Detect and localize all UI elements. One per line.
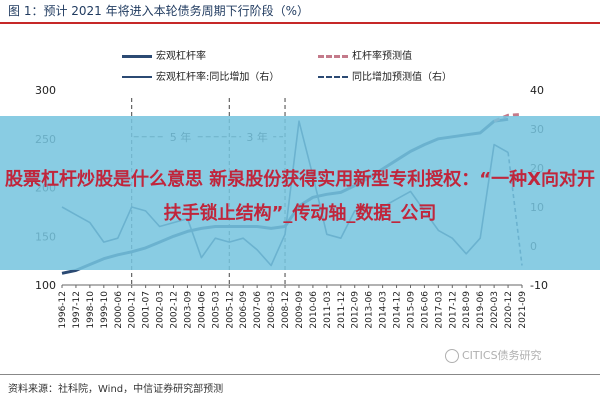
x-tick-label: 2017-03 [434,291,444,329]
bottom-rule [0,374,600,375]
x-tick-label: 2016-06 [420,291,430,329]
x-tick-label: 2011-12 [337,291,347,329]
x-tick-label: 2007-06 [253,291,263,329]
x-tick-label: 1997-12 [72,291,82,329]
x-tick-label: 2001-07 [142,291,152,329]
x-tick-label: 2006-09 [239,291,249,329]
legend-swatch-solid [122,54,152,58]
legend-item-leverage-forecast: 杠杆率预测值 [318,47,412,62]
x-tick-label: 2000-12 [128,291,138,329]
figure-title: 图 1：预计 2021 年将进入本轮债务周期下行阶段（%） [8,4,310,18]
watermark: CITICS债务研究 [445,347,542,363]
title-rule [0,22,600,24]
x-tick-label: 2000-06 [114,291,124,329]
x-tick-label: 2005-12 [225,291,235,329]
legend-label: 宏观杠杆率 [156,51,206,62]
y-left-tick-label: 100 [35,279,56,292]
y-right-tick-label: -10 [530,279,548,292]
legend-swatch-thin-dashed [318,76,348,78]
x-tick-label: 2020-12 [504,291,514,329]
x-tick-label: 2009-09 [295,291,305,329]
watermark-logo-icon [445,349,459,363]
x-tick-label: 2014-12 [393,291,403,329]
x-tick-label: 2010-06 [309,291,319,329]
legend-swatch-dashed [318,54,348,58]
legend-swatch-thin [122,76,152,78]
x-tick-label: 2004-06 [197,291,207,329]
x-tick-label: 2012-09 [351,291,361,329]
overlay-banner [0,116,600,270]
x-tick-label: 2002-03 [156,291,166,329]
legend-item-leverage: 宏观杠杆率 [122,47,206,62]
legend-item-growth: 宏观杠杆率:同比增加（右） [122,68,279,83]
source-note: 资料来源：社科院，Wind，中信证券研究部预测 [8,384,224,395]
x-tick-label: 2011-03 [323,291,333,329]
x-tick-label: 2003-09 [183,291,193,329]
legend-item-growth-forecast: 同比增加预测值（右） [318,68,452,83]
x-tick-label: 2005-03 [211,291,221,329]
x-tick-label: 2008-03 [267,291,277,329]
legend-label: 宏观杠杆率:同比增加（右） [156,72,280,83]
x-tick-label: 2018-09 [462,291,472,329]
x-tick-label: 1998-10 [86,291,96,329]
legend-label: 杠杆率预测值 [352,51,412,62]
x-tick-label: 1996-12 [58,291,68,329]
x-tick-label: 2014-03 [379,291,389,329]
x-tick-label: 1999-10 [100,291,110,329]
x-tick-label: 2017-12 [448,291,458,329]
x-tick-label: 2008-12 [281,291,291,329]
x-tick-label: 2013-06 [365,291,375,329]
legend-label: 同比增加预测值（右） [352,72,452,83]
x-tick-label: 2015-09 [406,291,416,329]
y-right-tick-label: 40 [530,84,544,97]
watermark-text: CITICS债务研究 [462,349,542,362]
x-tick-label: 2020-03 [490,291,500,329]
y-left-tick-label: 300 [35,84,56,97]
x-tick-label: 2002-12 [170,291,180,329]
x-tick-label: 2021-09 [518,291,528,329]
x-tick-label: 2019-06 [476,291,486,329]
overlay-headline[interactable]: 股票杠杆炒股是什么意思 新泉股份获得实用新型专利授权：“一种X向对开扶手锁止结构… [5,169,595,224]
